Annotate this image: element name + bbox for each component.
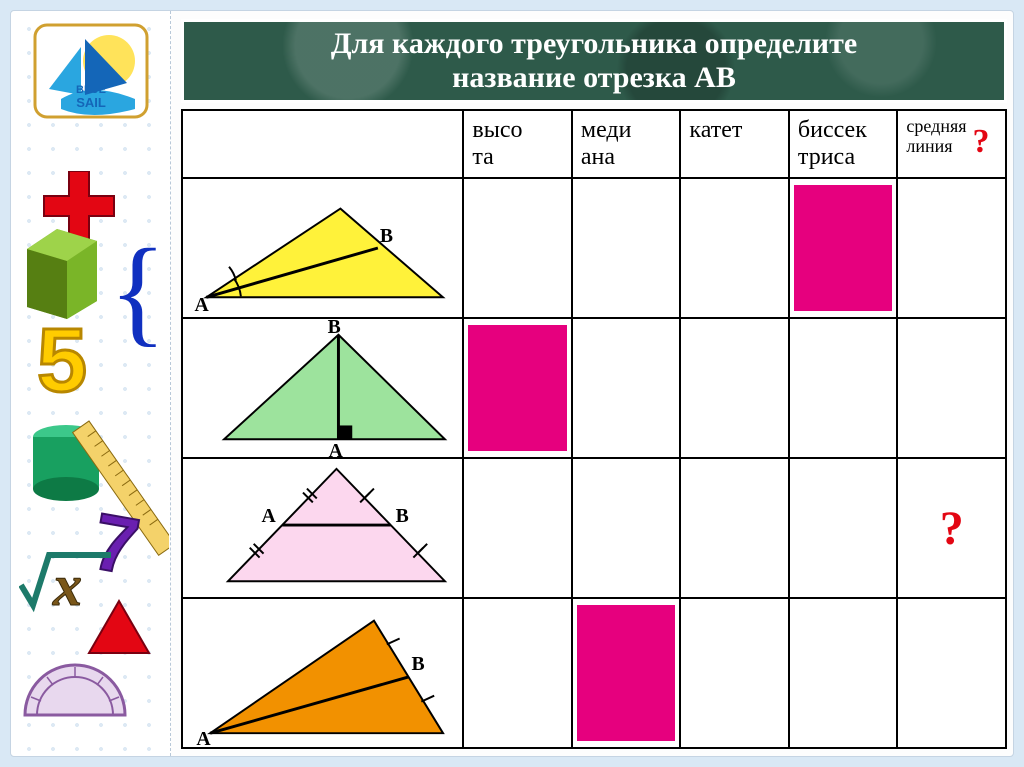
col-median: меди ана bbox=[572, 110, 681, 178]
triangle-4-cell: А В bbox=[182, 598, 463, 748]
slide-page: BLUE SAIL { 5 bbox=[10, 10, 1014, 757]
cell-r3-c2[interactable] bbox=[572, 458, 681, 598]
cell-r4-c5[interactable] bbox=[897, 598, 1006, 748]
label-A: А bbox=[262, 505, 277, 527]
cell-r4-c4[interactable] bbox=[789, 598, 898, 748]
cell-r3-c4[interactable] bbox=[789, 458, 898, 598]
table-row: А В bbox=[182, 178, 1006, 318]
table-row: А В bbox=[182, 598, 1006, 748]
label-B: В bbox=[411, 653, 424, 675]
triangle-classification-table: высо та меди ана катет биссек триса сред… bbox=[181, 109, 1007, 749]
cell-r3-c5-question[interactable]: ? bbox=[897, 458, 1006, 598]
svg-text:5: 5 bbox=[37, 311, 87, 411]
label-B: В bbox=[380, 225, 393, 247]
cell-r3-c3[interactable] bbox=[680, 458, 789, 598]
header-row: высо та меди ана катет биссек триса сред… bbox=[182, 110, 1006, 178]
cell-r1-c4-answer[interactable] bbox=[789, 178, 898, 318]
cell-r1-c3[interactable] bbox=[680, 178, 789, 318]
cell-r1-c1[interactable] bbox=[463, 178, 572, 318]
table-row: А В ? bbox=[182, 458, 1006, 598]
col-bisector: биссек триса bbox=[789, 110, 898, 178]
math-clipart-icon: { 5 bbox=[19, 171, 169, 736]
svg-text:7: 7 bbox=[86, 496, 145, 591]
label-B: В bbox=[328, 316, 341, 338]
cell-r4-c1[interactable] bbox=[463, 598, 572, 748]
triangle-1-cell: А В bbox=[182, 178, 463, 318]
pink-marker bbox=[468, 325, 567, 451]
label-B: В bbox=[396, 505, 409, 527]
cell-r2-c1-answer[interactable] bbox=[463, 318, 572, 458]
col-midline: средняя линия ? bbox=[897, 110, 1006, 178]
cell-r4-c3[interactable] bbox=[680, 598, 789, 748]
cell-r2-c4[interactable] bbox=[789, 318, 898, 458]
triangle-2-cell: В А bbox=[182, 318, 463, 458]
label-A: А bbox=[196, 728, 211, 750]
title-banner: Для каждого треугольника определите назв… bbox=[181, 19, 1007, 103]
pink-marker bbox=[794, 185, 893, 311]
triangle-3-cell: А В bbox=[182, 458, 463, 598]
svg-text:{: { bbox=[109, 224, 167, 357]
cell-r4-c2-answer[interactable] bbox=[572, 598, 681, 748]
blue-sail-logo: BLUE SAIL bbox=[31, 21, 151, 121]
cell-r2-c2[interactable] bbox=[572, 318, 681, 458]
col-cathetus: катет bbox=[680, 110, 789, 178]
svg-text:SAIL: SAIL bbox=[76, 95, 106, 110]
svg-text:x: x bbox=[52, 553, 82, 618]
cell-r1-c5[interactable] bbox=[897, 178, 1006, 318]
cell-r2-c5[interactable] bbox=[897, 318, 1006, 458]
pink-marker bbox=[577, 605, 676, 741]
sidebar: BLUE SAIL { 5 bbox=[11, 11, 171, 756]
table-row: В А bbox=[182, 318, 1006, 458]
question-mark-icon: ? bbox=[940, 502, 964, 555]
header-empty bbox=[182, 110, 463, 178]
label-A: А bbox=[195, 294, 210, 316]
cell-r2-c3[interactable] bbox=[680, 318, 789, 458]
col-height: высо та bbox=[463, 110, 572, 178]
cell-r3-c1[interactable] bbox=[463, 458, 572, 598]
title-text: Для каждого треугольника определите назв… bbox=[311, 27, 877, 96]
cell-r1-c2[interactable] bbox=[572, 178, 681, 318]
